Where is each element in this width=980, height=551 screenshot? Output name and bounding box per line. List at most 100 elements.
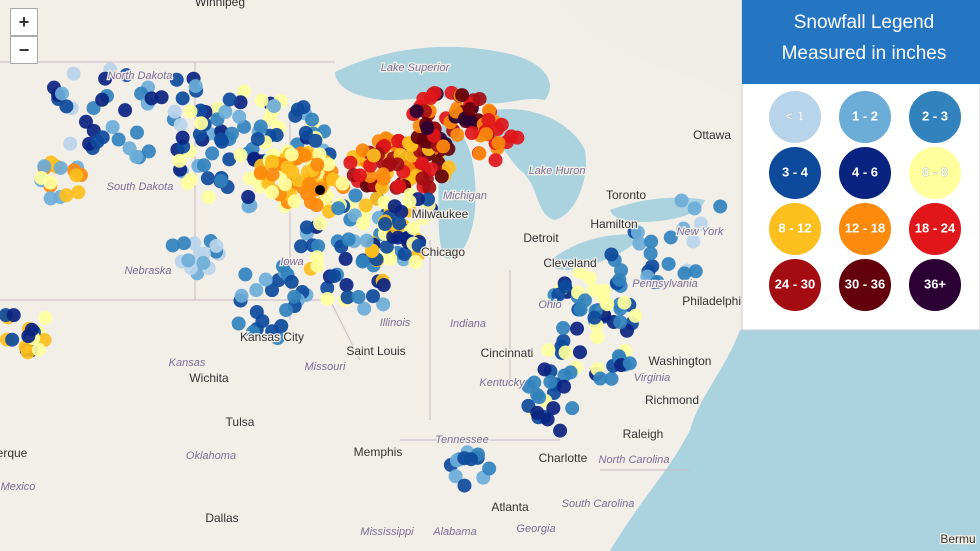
place-label: Dallas (205, 511, 238, 525)
snow-dot (54, 86, 69, 101)
snow-dot (111, 132, 126, 147)
snow-dot (481, 112, 496, 127)
snow-dot (320, 291, 335, 306)
snow-dot (686, 234, 701, 249)
snow-dot (312, 216, 327, 231)
snow-dot (423, 90, 438, 105)
snow-dot (265, 185, 280, 200)
snow-dot (233, 95, 248, 110)
snow-dot (420, 121, 435, 136)
legend-header (742, 0, 980, 84)
snow-dot (188, 79, 203, 94)
snow-dot (464, 452, 479, 467)
snow-dot (308, 133, 323, 148)
snow-dot (237, 84, 252, 99)
place-label: South Dakota (107, 181, 174, 193)
snow-dot (34, 170, 49, 185)
snow-dot (279, 303, 294, 318)
snow-dot (558, 345, 573, 360)
snow-dot (180, 175, 195, 190)
snow-dot (254, 93, 269, 108)
snow-dot (299, 220, 314, 235)
snow-dot (632, 236, 647, 251)
snow-dot (351, 289, 366, 304)
snow-dot (392, 179, 407, 194)
snow-dots (0, 62, 728, 493)
snow-dot (644, 234, 659, 249)
place-label: Milwaukee (412, 207, 469, 221)
snow-dot (363, 169, 378, 184)
snow-dot (280, 160, 295, 175)
snow-dot (129, 149, 144, 164)
legend-label: 36+ (924, 276, 946, 291)
place-label: North Dakota (108, 70, 173, 82)
snow-dot (391, 133, 406, 148)
snow-dot (472, 146, 487, 161)
legend-swatch (837, 145, 893, 201)
place-label: Cleveland (543, 256, 596, 270)
place-label: Kansas City (240, 330, 304, 344)
snow-dot (650, 274, 665, 289)
place-label: erque (0, 446, 28, 460)
snow-dot (5, 332, 20, 347)
place-label: Missouri (305, 361, 347, 373)
place-label: Ohio (538, 299, 561, 311)
snow-dot (479, 127, 494, 142)
snow-dot (543, 374, 558, 389)
snow-dot (366, 148, 381, 163)
snow-dot (59, 99, 74, 114)
legend-label: 8 - 12 (778, 220, 811, 235)
canada-land (560, 0, 740, 100)
snow-dot (232, 109, 247, 124)
place-label: North Carolina (599, 454, 670, 466)
legend-swatch (837, 201, 893, 257)
snow-dot (267, 99, 282, 114)
snow-dot (258, 272, 273, 287)
place-label: Illinois (380, 317, 411, 329)
snow-dot (192, 127, 207, 142)
snow-dot (570, 321, 585, 336)
snow-dot (284, 147, 299, 162)
legend-label: 4 - 6 (852, 164, 878, 179)
snow-dot (181, 253, 196, 268)
snow-dot (540, 412, 555, 427)
place-label: Chicago (421, 245, 465, 259)
snow-dot (532, 390, 547, 405)
snow-dot (600, 297, 615, 312)
snow-dot (253, 119, 268, 134)
snow-dot (409, 104, 424, 119)
snow-dot (457, 478, 472, 493)
snow-dot (402, 194, 417, 209)
snow-dot (209, 238, 224, 253)
place-label: Atlanta (491, 500, 529, 514)
snow-dot (365, 244, 380, 259)
snow-dot (214, 174, 229, 189)
snow-dot (165, 238, 180, 253)
legend: Snowfall Legend Measured in inches < 1 1 … (741, 0, 980, 331)
snow-dot (674, 193, 689, 208)
legend-swatch (907, 257, 963, 313)
snow-dot (375, 167, 390, 182)
snow-dot (24, 322, 39, 337)
snow-dot (604, 247, 619, 262)
zoom-out[interactable]: − (10, 36, 38, 64)
snow-dot (119, 68, 134, 83)
legend-title: Snowfall Legend (794, 12, 935, 33)
snow-dot (604, 371, 619, 386)
legend-swatch (907, 145, 963, 201)
zoom-in[interactable]: + (10, 8, 38, 36)
legend-swatch (907, 89, 963, 145)
snow-dot (358, 198, 373, 213)
place-label: Toronto (606, 188, 646, 202)
snow-dot (352, 168, 367, 183)
snow-dot (546, 401, 561, 416)
snow-dot (348, 188, 363, 203)
legend-subtitle: Measured in inches (782, 43, 947, 64)
legend-label: 3 - 4 (782, 164, 809, 179)
snow-dot (415, 156, 430, 171)
snow-dot (587, 310, 602, 325)
snow-dot (297, 148, 312, 163)
place-label: Washington (649, 354, 712, 368)
snow-dot (390, 230, 405, 245)
snow-dot (359, 233, 374, 248)
